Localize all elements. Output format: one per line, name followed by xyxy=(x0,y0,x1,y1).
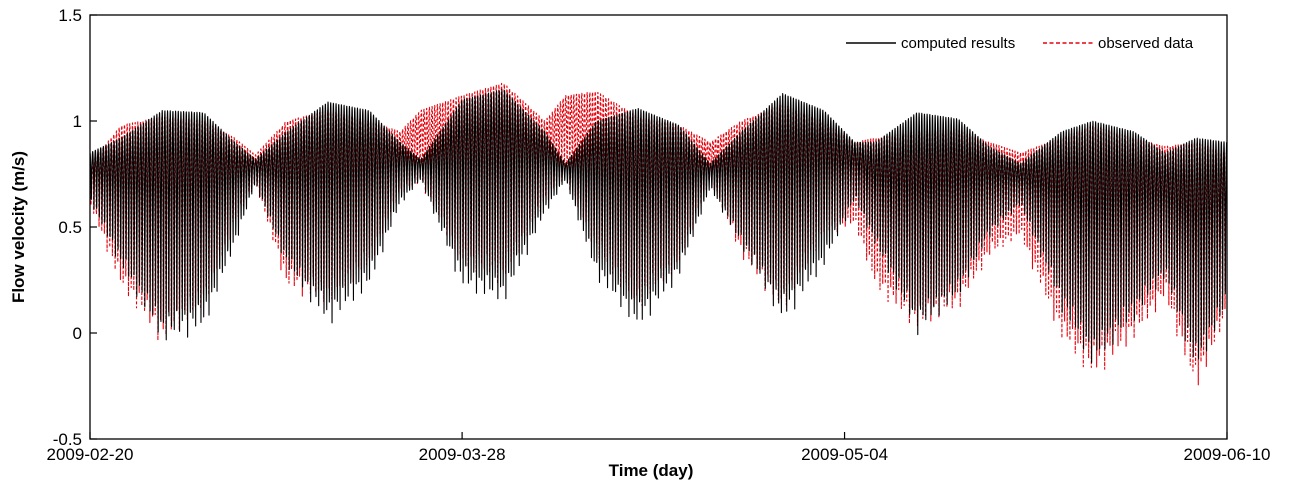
legend-label-observed: observed data xyxy=(1098,35,1194,52)
legend-label-computed: computed results xyxy=(901,35,1015,52)
y-axis-ticks: -0.5 0 0.5 1 1.5 xyxy=(53,6,97,449)
x-axis-label: Time (day) xyxy=(609,461,694,480)
y-tick-label: 1.5 xyxy=(58,6,82,25)
x-tick-label: 2009-05-04 xyxy=(801,445,888,464)
series-layer xyxy=(89,82,1228,386)
x-tick-label: 2009-06-10 xyxy=(1184,445,1271,464)
y-tick-label: -0.5 xyxy=(53,430,82,449)
series-line-computed-results xyxy=(89,89,1228,364)
y-tick-label: 0.5 xyxy=(58,218,82,237)
y-axis-label: Flow velocity (m/s) xyxy=(9,151,28,303)
y-tick-label: 0 xyxy=(73,324,82,343)
legend: computed results observed data xyxy=(846,35,1194,52)
plot-frame xyxy=(89,14,1228,440)
x-axis-ticks: 2009-02-20 2009-03-28 2009-05-04 2009-06-10 xyxy=(47,432,1271,464)
x-tick-label: 2009-03-28 xyxy=(419,445,506,464)
y-tick-label: 1 xyxy=(73,112,82,131)
x-tick-label: 2009-02-20 xyxy=(47,445,134,464)
